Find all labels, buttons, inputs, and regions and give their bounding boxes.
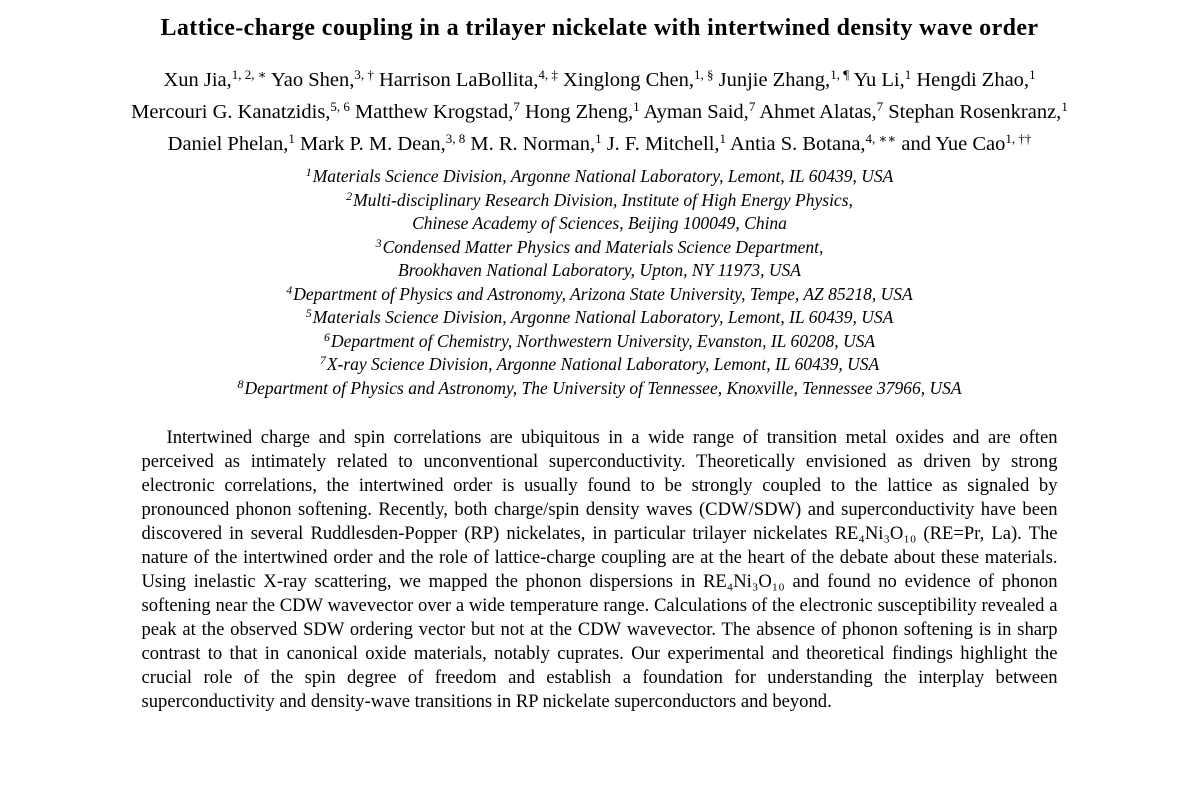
affiliation-number: 4	[286, 282, 293, 297]
affiliation-line: 5Materials Science Division, Argonne Nat…	[305, 306, 894, 327]
author-name: Harrison LaBollita,4, ‡	[378, 67, 558, 91]
author-name: Mark P. M. Dean,3, 8	[299, 131, 466, 155]
author-affiliation-marker: 1	[904, 67, 912, 82]
author-affiliation-marker: 1, ††	[1005, 131, 1032, 146]
author-name: Stephan Rosenkranz,1	[888, 99, 1068, 123]
author-name: M. R. Norman,1	[470, 131, 602, 155]
affiliation-line: 4Department of Physics and Astronomy, Ar…	[286, 282, 913, 304]
affiliation-line: 8Department of Physics and Astronomy, Th…	[237, 376, 962, 398]
author-name: Hong Zheng,1	[524, 99, 640, 123]
affiliation-line: 6Department of Chemistry, Northwestern U…	[323, 329, 876, 351]
affiliation-number: 6	[323, 329, 330, 344]
author-affiliation-marker: 1	[633, 99, 640, 114]
affiliation-number: 7	[319, 353, 326, 367]
author-line: Mercouri G. Kanatzidis,5, 6 Matthew Krog…	[0, 96, 1199, 128]
affiliation-line: Brookhaven National Laboratory, Upton, N…	[398, 260, 801, 280]
author-affiliation-marker: 7	[513, 99, 520, 114]
author-name: Yao Shen,3, †	[270, 67, 374, 91]
affiliation-number: 1	[305, 165, 312, 179]
author-affiliation-marker: 7	[748, 99, 756, 114]
author-name: Junjie Zhang,1, ¶	[718, 67, 850, 91]
author-affiliation-marker: 1	[595, 131, 602, 146]
affiliation-block: 1Materials Science Division, Argonne Nat…	[0, 165, 1199, 400]
author-name: Yu Li,1	[853, 67, 912, 91]
author-affiliation-marker: 1, ¶	[830, 67, 850, 82]
author-affiliation-marker: 4, ∗∗	[865, 131, 897, 146]
author-name: Hengdi Zhao,1	[916, 67, 1036, 91]
affiliation-number: 2	[346, 188, 353, 203]
author-affiliation-marker: 1	[719, 131, 727, 146]
affiliation-line: 3Condensed Matter Physics and Materials …	[375, 235, 824, 257]
paper-title: Lattice-charge coupling in a trilayer ni…	[160, 15, 1039, 41]
abstract-text: Intertwined charge and spin correlations…	[141, 427, 1058, 712]
author-affiliation-marker: 1	[1061, 99, 1068, 114]
author-name: Antia S. Botana,4, ∗∗	[730, 131, 897, 155]
author-affiliation-marker: 1	[288, 131, 295, 146]
affiliation-line: 7X-ray Science Division, Argonne Nationa…	[319, 353, 880, 374]
affiliation-line: Chinese Academy of Sciences, Beijing 100…	[412, 213, 787, 233]
abstract-section: Intertwined charge and spin correlations…	[142, 426, 1058, 714]
author-name: Xinglong Chen,1, §	[563, 67, 714, 91]
affiliation-line: 1Materials Science Division, Argonne Nat…	[305, 165, 894, 186]
author-affiliation-marker: 3, 8	[445, 131, 466, 146]
author-affiliation-marker: 1, §	[693, 67, 714, 82]
author-affiliation-marker: 1	[1029, 67, 1036, 82]
author-name: Ahmet Alatas,7	[759, 99, 884, 123]
author-name: and Yue Cao1, ††	[901, 131, 1032, 155]
author-name: Xun Jia,1, 2, ∗	[163, 67, 267, 91]
author-affiliation-marker: 1, 2, ∗	[231, 67, 267, 82]
affiliation-line: 2Multi-disciplinary Research Division, I…	[346, 188, 853, 210]
author-affiliation-marker: 7	[876, 99, 884, 114]
author-block: Xun Jia,1, 2, ∗ Yao Shen,3, † Harrison L…	[0, 64, 1199, 160]
affiliation-number: 5	[305, 306, 312, 320]
author-name: J. F. Mitchell,1	[606, 131, 727, 155]
author-line: Daniel Phelan,1 Mark P. M. Dean,3, 8 M. …	[0, 128, 1199, 160]
author-affiliation-marker: 5, 6	[330, 99, 350, 114]
author-name: Daniel Phelan,1	[167, 131, 295, 155]
affiliation-number: 8	[237, 376, 244, 391]
author-name: Mercouri G. Kanatzidis,5, 6	[131, 99, 350, 123]
affiliation-number: 3	[375, 235, 382, 250]
author-name: Matthew Krogstad,7	[355, 99, 520, 123]
author-affiliation-marker: 3, †	[354, 67, 374, 82]
author-name: Ayman Said,7	[643, 99, 756, 123]
author-line: Xun Jia,1, 2, ∗ Yao Shen,3, † Harrison L…	[0, 64, 1199, 96]
author-affiliation-marker: 4, ‡	[538, 67, 558, 82]
